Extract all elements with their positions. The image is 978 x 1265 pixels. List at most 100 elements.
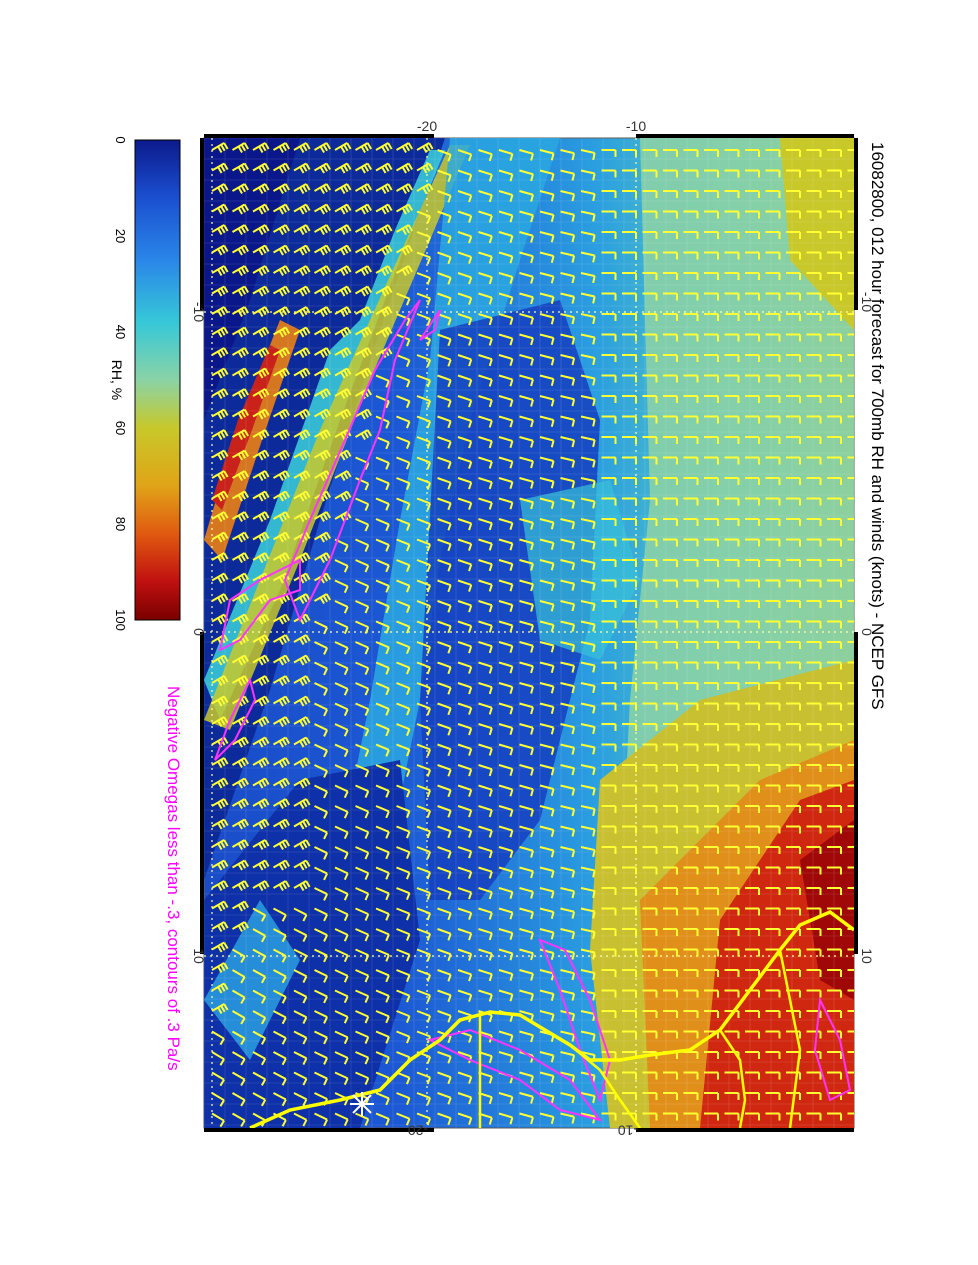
wind-barb — [314, 723, 329, 737]
wind-barb — [252, 798, 270, 810]
wind-barb — [334, 600, 349, 614]
wind-barb — [827, 620, 842, 629]
wind-barb — [519, 661, 534, 674]
wind-barb — [232, 203, 249, 215]
wind-barb — [457, 1112, 473, 1125]
wind-barb — [827, 313, 842, 321]
wind-barb — [601, 292, 617, 301]
wind-barb — [724, 579, 740, 588]
wind-barb — [416, 907, 432, 921]
wind-barb — [539, 784, 555, 797]
wind-barb — [847, 1030, 854, 1033]
wind-barb — [416, 579, 432, 593]
wind-barb — [580, 764, 596, 776]
right-tick-bar-1 — [854, 138, 858, 310]
wind-barb — [580, 559, 596, 571]
wind-barb — [211, 490, 229, 502]
wind-barb — [519, 149, 534, 161]
wind-barb — [457, 190, 473, 203]
wind-barb — [273, 244, 290, 256]
wind-barb — [580, 292, 596, 304]
wind-barb — [786, 846, 801, 854]
wind-barb — [457, 518, 473, 531]
wind-barb — [806, 149, 822, 157]
wind-barb — [827, 1112, 842, 1121]
wind-barb — [786, 477, 801, 485]
wind-barb — [601, 538, 617, 547]
wind-barb — [622, 743, 637, 752]
wind-barb — [539, 682, 555, 694]
wind-barb — [519, 518, 534, 530]
wind-barb — [437, 333, 452, 347]
wind-barb — [622, 497, 637, 506]
wind-barb — [273, 969, 287, 984]
wind-barb — [724, 210, 740, 219]
wind-barb — [232, 880, 249, 892]
wind-barb — [724, 620, 740, 629]
wind-barb — [765, 661, 781, 670]
wind-barb — [560, 313, 576, 325]
wind-barb — [642, 866, 658, 875]
wind-barb — [355, 969, 370, 983]
wind-barb — [396, 887, 411, 901]
wind-barb — [293, 285, 311, 297]
wind-barb — [211, 429, 229, 441]
wind-barb — [211, 224, 229, 236]
wind-barb — [663, 1010, 678, 1018]
omega-contour-7 — [419, 309, 441, 341]
wind-barb — [601, 702, 617, 711]
wind-barb — [622, 436, 637, 444]
wind-barb — [683, 702, 699, 711]
wind-barb — [273, 654, 290, 666]
wind-barb — [847, 702, 854, 705]
wind-barb — [293, 1030, 308, 1045]
wind-barb — [293, 969, 308, 984]
wind-barb — [806, 395, 822, 403]
wind-barb — [314, 702, 329, 717]
wind-barb — [560, 1112, 576, 1124]
wind-barb — [745, 333, 760, 342]
wind-barb — [786, 764, 801, 772]
wind-barb — [498, 805, 514, 817]
wind-barb — [478, 887, 493, 900]
wind-barb — [252, 367, 270, 379]
wind-barb — [437, 1092, 452, 1105]
wind-barb — [211, 531, 229, 543]
wind-barb — [765, 169, 781, 178]
wind-barb — [375, 436, 390, 450]
wind-barb — [704, 723, 719, 731]
wind-barb — [519, 579, 534, 592]
wind-barb — [724, 169, 740, 178]
wind-barb — [847, 887, 854, 889]
wind-barb — [396, 866, 411, 880]
wind-barb — [437, 436, 452, 449]
wind-barb — [375, 661, 390, 675]
wind-barb — [806, 641, 822, 649]
wind-barb — [642, 805, 658, 813]
wind-barb — [642, 395, 658, 403]
wind-barb — [847, 415, 854, 418]
wind-barb — [211, 142, 229, 154]
wind-barb — [704, 272, 719, 280]
wind-barb — [560, 395, 576, 407]
wind-barb — [622, 661, 637, 670]
wind-barb — [786, 518, 801, 526]
wind-barb — [724, 887, 740, 895]
wind-barb — [765, 149, 781, 157]
wind-barb — [806, 436, 822, 444]
wind-barb — [683, 272, 699, 280]
right-tick-label-2: 0 — [859, 628, 875, 636]
wind-barb — [765, 1112, 781, 1121]
wind-barb — [724, 1030, 740, 1039]
wind-barb — [416, 183, 434, 195]
wind-barb — [580, 866, 596, 878]
wind-barb — [580, 354, 596, 366]
wind-barb — [622, 415, 637, 424]
wind-barb — [847, 231, 854, 233]
wind-barb — [375, 600, 390, 614]
wind-barb — [765, 887, 781, 895]
top-tick-label-1: -20 — [417, 118, 437, 134]
wind-barb — [519, 456, 534, 469]
wind-barb — [724, 374, 740, 383]
wind-barb — [663, 805, 678, 813]
